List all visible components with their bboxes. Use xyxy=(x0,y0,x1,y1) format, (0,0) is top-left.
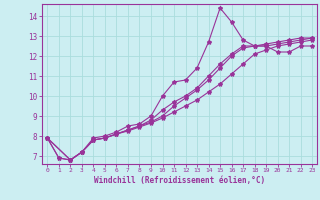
X-axis label: Windchill (Refroidissement éolien,°C): Windchill (Refroidissement éolien,°C) xyxy=(94,176,265,185)
